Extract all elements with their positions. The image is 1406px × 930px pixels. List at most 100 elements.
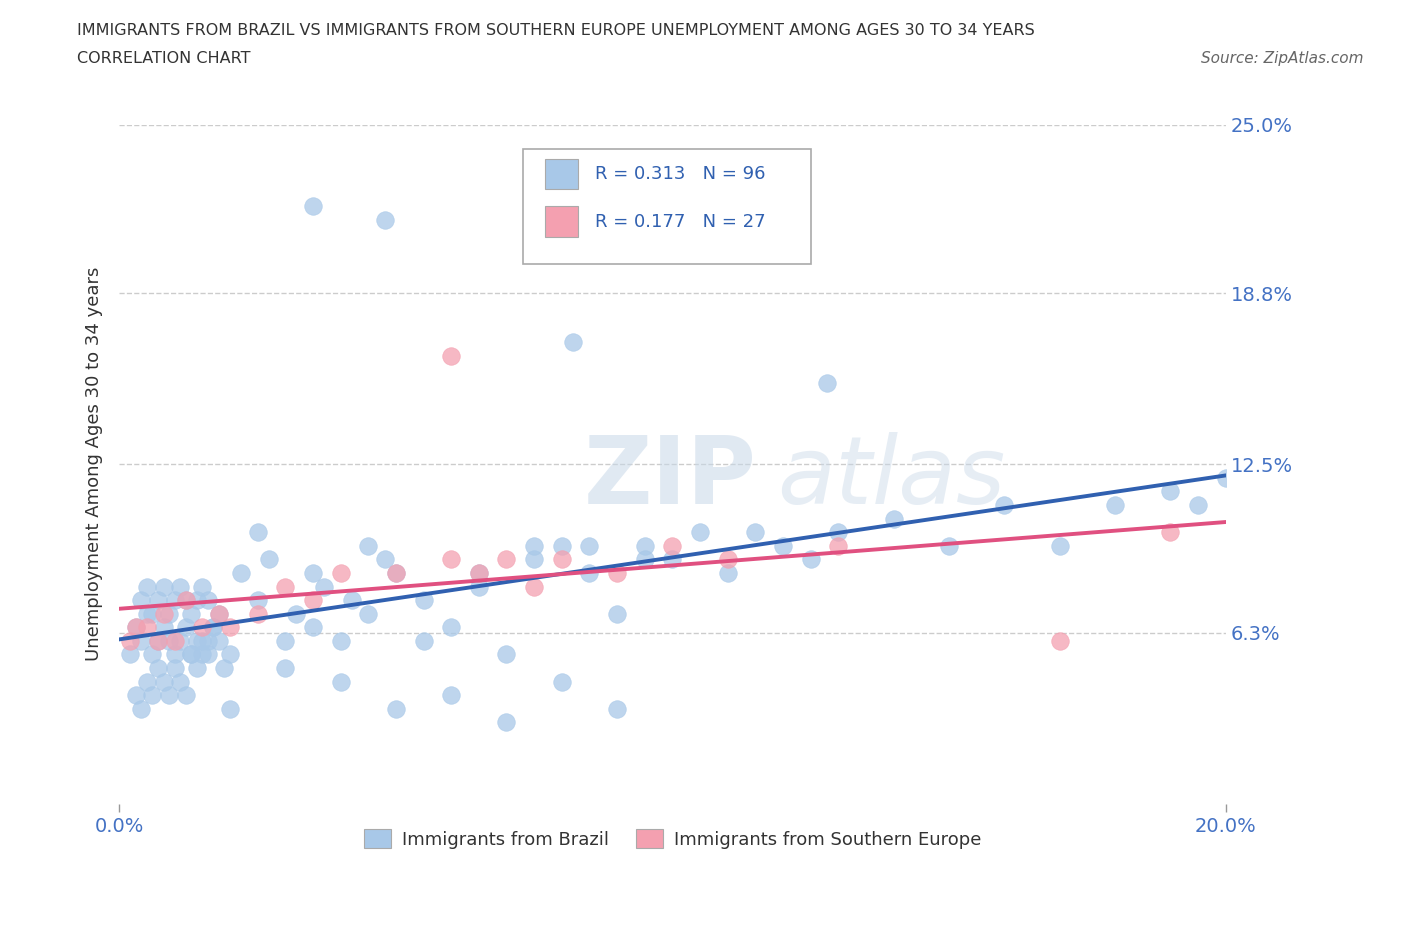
Point (202, 619, 225, 634)
Point (246, 592, 269, 607)
Point (169, 579, 191, 594)
Point (197, 647, 219, 662)
Point (495, 551, 517, 566)
Point (468, 579, 491, 594)
Text: CORRELATION CHART: CORRELATION CHART (77, 51, 250, 66)
Point (1049, 538, 1071, 553)
Point (285, 606, 308, 621)
Point (523, 551, 546, 566)
Point (174, 592, 197, 607)
Point (141, 687, 163, 702)
Point (219, 647, 242, 662)
Point (578, 538, 600, 553)
Point (385, 565, 408, 580)
Text: R = 0.177   N = 27: R = 0.177 N = 27 (595, 213, 766, 231)
Point (374, 212, 396, 227)
Point (357, 538, 380, 553)
Point (163, 660, 186, 675)
FancyBboxPatch shape (523, 149, 811, 264)
Point (551, 551, 574, 566)
Point (208, 633, 231, 648)
Point (197, 592, 219, 607)
Point (523, 579, 546, 594)
Point (412, 633, 434, 648)
Point (1159, 525, 1181, 539)
Point (274, 633, 297, 648)
Point (717, 551, 740, 566)
Point (174, 592, 197, 607)
Point (186, 660, 208, 675)
Point (468, 565, 491, 580)
Point (385, 565, 408, 580)
Point (440, 551, 463, 566)
Point (146, 660, 169, 675)
Bar (546, 206, 578, 237)
Legend: Immigrants from Brazil, Immigrants from Southern Europe: Immigrants from Brazil, Immigrants from … (357, 822, 988, 856)
Point (229, 565, 252, 580)
Point (312, 579, 335, 594)
Point (1187, 498, 1209, 512)
Point (800, 551, 823, 566)
Point (197, 633, 219, 648)
Point (169, 633, 191, 648)
Point (606, 701, 628, 716)
Point (120, 647, 142, 662)
Point (125, 619, 148, 634)
Point (219, 619, 242, 634)
Point (634, 538, 657, 553)
Point (141, 606, 163, 621)
Point (131, 633, 153, 648)
Point (191, 647, 214, 662)
Point (146, 633, 169, 648)
Point (440, 348, 463, 363)
Point (551, 538, 574, 553)
Point (523, 538, 546, 553)
Point (329, 674, 352, 689)
Bar (546, 159, 578, 190)
Text: Source: ZipAtlas.com: Source: ZipAtlas.com (1201, 51, 1364, 66)
Point (1215, 471, 1237, 485)
Point (606, 565, 628, 580)
Point (141, 647, 163, 662)
Point (993, 498, 1015, 512)
Point (551, 674, 574, 689)
Point (125, 619, 148, 634)
Point (302, 619, 325, 634)
Point (174, 687, 197, 702)
Point (744, 525, 766, 539)
Text: ZIP: ZIP (583, 432, 756, 524)
Point (357, 606, 380, 621)
Point (257, 551, 280, 566)
Point (163, 592, 186, 607)
Point (717, 565, 740, 580)
Point (440, 687, 463, 702)
Point (578, 565, 600, 580)
Point (186, 633, 208, 648)
Point (815, 376, 838, 391)
Point (329, 633, 352, 648)
Point (180, 647, 202, 662)
Point (1104, 498, 1126, 512)
Point (374, 551, 396, 566)
Point (219, 701, 242, 716)
Point (180, 647, 202, 662)
Text: R = 0.313   N = 96: R = 0.313 N = 96 (595, 165, 765, 183)
Point (302, 565, 325, 580)
Point (440, 619, 463, 634)
Point (174, 619, 197, 634)
Point (827, 525, 849, 539)
Point (146, 592, 169, 607)
Point (495, 715, 517, 730)
Point (202, 619, 225, 634)
Point (561, 335, 583, 350)
Point (246, 525, 269, 539)
Point (606, 606, 628, 621)
Y-axis label: Unemployment Among Ages 30 to 34 years: Unemployment Among Ages 30 to 34 years (86, 267, 103, 661)
Point (120, 633, 142, 648)
Point (661, 538, 683, 553)
Point (214, 660, 236, 675)
Point (152, 674, 174, 689)
Point (136, 579, 159, 594)
Point (180, 606, 202, 621)
Point (157, 606, 180, 621)
